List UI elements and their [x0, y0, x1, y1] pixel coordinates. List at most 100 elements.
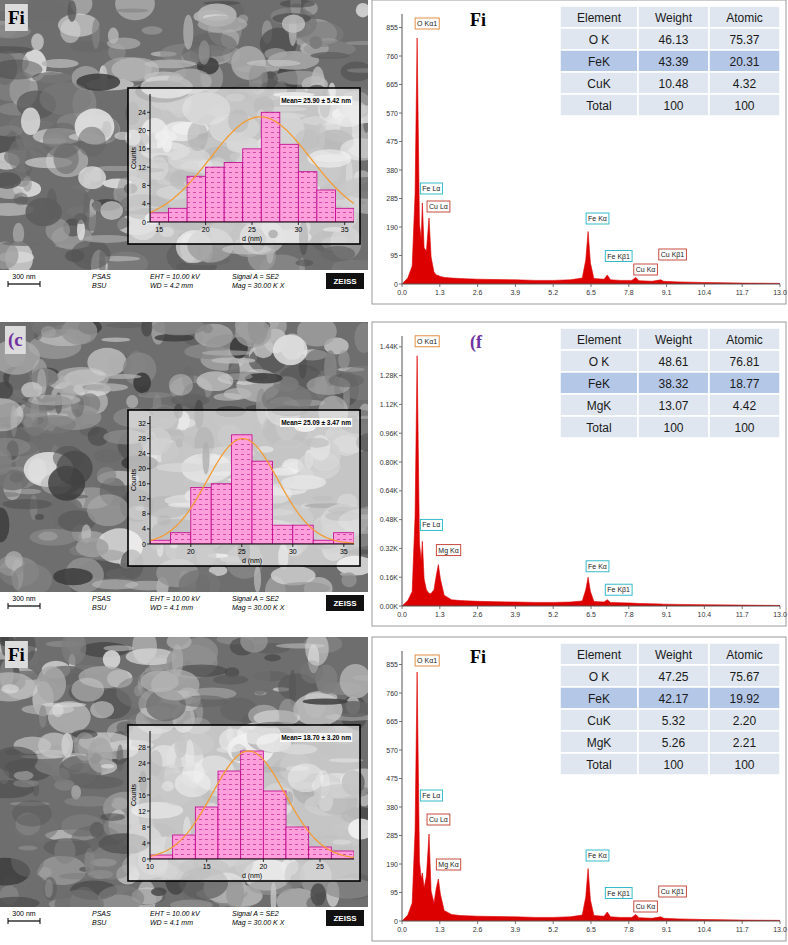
sem-texture: [170, 900, 213, 907]
y-axis: [150, 94, 151, 222]
scale-bar-end: [40, 603, 41, 609]
sem-texture: [21, 108, 40, 135]
label-patch: [280, 418, 352, 427]
y-tick: [399, 56, 402, 57]
spectrum-area: [402, 672, 780, 921]
sem-texture: [106, 323, 146, 328]
y-tick-label: 190: [386, 861, 398, 868]
sem-texture: [167, 637, 192, 650]
x-tick: [252, 222, 253, 225]
sem-texture: [25, 198, 62, 227]
x-tick: [343, 544, 344, 547]
peak-label: Fe Kβ1: [605, 584, 632, 595]
x-tick: [704, 606, 705, 609]
table-text: 5.26: [662, 736, 686, 750]
info-text: PSAS: [92, 273, 111, 280]
label-patch: [5, 326, 26, 354]
table-cell: [709, 665, 780, 687]
x-tick: [344, 222, 345, 225]
x-tick-label: 1.3: [435, 611, 445, 618]
table-cell: [560, 665, 638, 687]
bar: [150, 540, 170, 544]
sem-texture: [341, 572, 356, 587]
y-tick-label: 855: [386, 661, 398, 668]
x-tick-label: 10.4: [698, 926, 712, 933]
peak-label: O Kα1: [415, 336, 439, 347]
table-cell: [709, 416, 780, 438]
x-tick: [150, 859, 151, 862]
y-tick: [147, 827, 150, 828]
bar: [243, 149, 262, 222]
table-header: Element: [577, 11, 622, 25]
y-tick-label: 16: [138, 145, 146, 152]
sem-texture: [35, 514, 44, 520]
sem-texture: [0, 382, 13, 400]
bar: [272, 525, 292, 544]
peak-label-text: Fe Lα: [422, 185, 440, 192]
sem-texture: [341, 62, 368, 82]
peak-label-text: Fe Kβ1: [607, 890, 630, 898]
peak-label: Cu Lα: [427, 201, 450, 212]
table-text: 42.17: [658, 692, 688, 706]
info-bar: [0, 907, 368, 929]
sem-texture: [310, 883, 326, 905]
bar: [313, 540, 333, 544]
info-text: Signal A = SE2: [232, 273, 279, 281]
sem-texture: [305, 637, 329, 666]
table-cell: [560, 394, 638, 416]
peak-label-box: [415, 18, 439, 29]
sem-texture: [30, 529, 78, 546]
bar: [150, 213, 169, 222]
table-header: Atomic: [726, 648, 763, 662]
peak-label: Cu Kα: [634, 264, 658, 275]
y-tick-label: 1.12K: [380, 401, 399, 408]
sem-texture: [211, 357, 255, 363]
y-tick: [147, 468, 150, 469]
y-tick-label: 190: [386, 224, 398, 231]
sem-texture: [70, 41, 108, 53]
peak-label: Fe Kα: [586, 561, 609, 572]
sem-texture: [76, 537, 109, 557]
fit-curve: [150, 751, 354, 857]
sem-texture: [0, 897, 40, 907]
x-tick: [553, 284, 554, 287]
y-tick: [147, 483, 150, 484]
x-tick: [742, 284, 743, 287]
sem-texture: [44, 877, 58, 900]
x-tick: [320, 859, 321, 862]
bar: [280, 144, 299, 222]
x-tick: [241, 544, 242, 547]
sem-texture: [264, 48, 287, 59]
bar: [191, 488, 211, 544]
y-tick: [399, 606, 402, 607]
x-tick: [402, 921, 403, 924]
y-tick-label: 12: [138, 164, 146, 171]
table-text: Total: [586, 99, 611, 113]
sem-texture: [78, 166, 106, 189]
sem-texture: [2, 499, 52, 509]
info-text: EHT = 10.00 kV: [150, 595, 201, 602]
sem-texture: [100, 201, 123, 220]
y-tick: [399, 462, 402, 463]
x-tick-label: 3.9: [511, 926, 521, 933]
x-tick: [477, 921, 478, 924]
table-cell: [638, 28, 709, 50]
x-tick-label: 25: [248, 226, 256, 233]
x-tick: [666, 921, 667, 924]
sem-texture: [87, 494, 129, 526]
brand-box: [326, 595, 364, 611]
sem-texture: [52, 768, 69, 783]
x-tick-label: 11.7: [736, 926, 749, 933]
sem-texture: [13, 223, 24, 245]
y-tick-label: 760: [386, 53, 398, 60]
y-tick-label: 0: [394, 281, 398, 288]
sem-texture: [37, 666, 66, 702]
y-tick-label: 285: [386, 195, 398, 202]
y-tick: [147, 528, 150, 529]
sem-texture: [247, 60, 301, 67]
sem-texture: [2, 241, 45, 246]
sem-texture: [282, 15, 305, 33]
scale-bar: [8, 920, 40, 921]
peak-label-box: [586, 850, 609, 861]
table-cell: [560, 350, 638, 372]
